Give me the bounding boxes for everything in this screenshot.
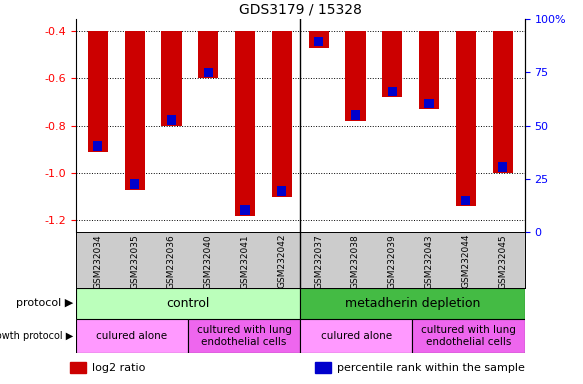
Text: GSM232034: GSM232034 [93, 234, 103, 289]
Bar [345, 31, 366, 121]
Bar [424, 99, 434, 108]
Bar [125, 31, 145, 190]
Title: GDS3179 / 15328: GDS3179 / 15328 [239, 3, 361, 17]
Bar [272, 31, 292, 197]
Text: GSM232039: GSM232039 [388, 234, 397, 289]
Text: culured alone: culured alone [96, 331, 167, 341]
Bar [203, 68, 213, 77]
Text: GSM232038: GSM232038 [351, 234, 360, 289]
Bar [76, 319, 188, 353]
Text: GSM232045: GSM232045 [498, 234, 507, 289]
Bar [76, 288, 300, 319]
Text: cultured with lung
endothelial cells: cultured with lung endothelial cells [196, 325, 292, 347]
Bar [93, 141, 103, 151]
Bar [70, 362, 86, 373]
Bar [161, 31, 181, 126]
Text: GSM232041: GSM232041 [241, 234, 250, 289]
Bar [88, 31, 108, 152]
Text: protocol ▶: protocol ▶ [16, 298, 73, 308]
Bar [461, 195, 470, 205]
Text: percentile rank within the sample: percentile rank within the sample [337, 363, 525, 373]
Text: log2 ratio: log2 ratio [92, 363, 146, 373]
Bar [498, 162, 507, 172]
Text: GSM232037: GSM232037 [314, 234, 323, 289]
Text: metadherin depletion: metadherin depletion [345, 297, 480, 310]
Text: GSM232035: GSM232035 [130, 234, 139, 289]
Bar [188, 319, 300, 353]
Bar [351, 110, 360, 120]
Text: culured alone: culured alone [321, 331, 392, 341]
Bar [300, 288, 525, 319]
Bar [300, 319, 412, 353]
Text: control: control [166, 297, 210, 310]
Text: growth protocol ▶: growth protocol ▶ [0, 331, 73, 341]
Bar [241, 205, 250, 215]
Text: GSM232043: GSM232043 [424, 234, 434, 289]
Bar [235, 31, 255, 216]
Bar [308, 31, 329, 48]
Bar [493, 31, 512, 173]
Bar [413, 319, 525, 353]
Bar [278, 186, 286, 195]
Text: GSM232042: GSM232042 [278, 234, 286, 288]
Bar [382, 31, 402, 98]
Bar [130, 179, 139, 189]
Bar [419, 31, 439, 109]
Bar [456, 31, 476, 206]
Text: GSM232040: GSM232040 [203, 234, 213, 289]
Text: GSM232036: GSM232036 [167, 234, 176, 289]
Bar [198, 31, 219, 78]
Bar [388, 87, 397, 96]
Bar [315, 362, 331, 373]
Bar [167, 115, 176, 124]
Text: GSM232044: GSM232044 [461, 234, 470, 288]
Bar [314, 37, 323, 46]
Text: cultured with lung
endothelial cells: cultured with lung endothelial cells [421, 325, 516, 347]
